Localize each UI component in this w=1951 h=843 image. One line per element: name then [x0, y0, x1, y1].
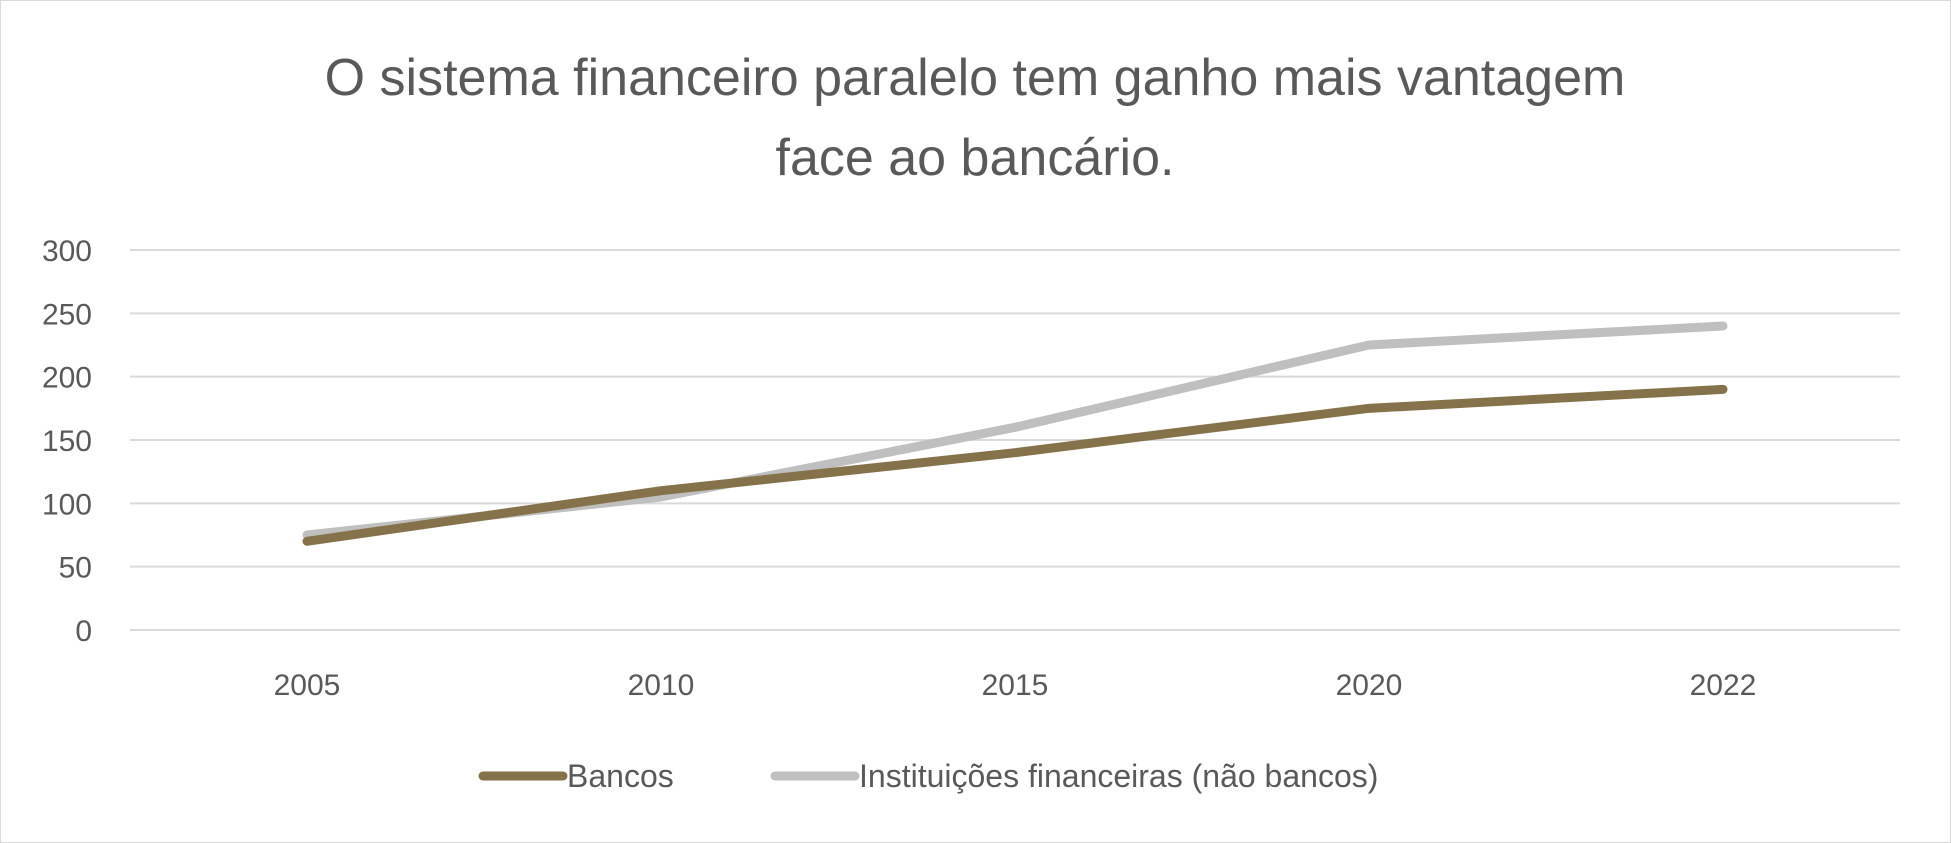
- x-tick-label: 2015: [982, 669, 1049, 702]
- y-axis-ticks: 0 50 100 150 200 250 300: [42, 235, 92, 648]
- x-tick-label: 2010: [628, 669, 695, 702]
- y-tick-label: 100: [42, 488, 92, 521]
- legend-label-0: Bancos: [567, 758, 674, 794]
- x-tick-label: 2022: [1690, 669, 1757, 702]
- chart-title-line-1: O sistema financeiro paralelo tem ganho …: [325, 49, 1626, 107]
- x-tick-label: 2005: [274, 669, 341, 702]
- chart-title-line-2: face ao bancário.: [776, 129, 1175, 187]
- y-tick-label: 300: [42, 235, 92, 268]
- x-axis-ticks: 2005 2010 2015 2020 2022: [274, 669, 1757, 702]
- legend-label-1: Instituições financeiras (não bancos): [859, 758, 1378, 794]
- series-lines: [302, 321, 1728, 546]
- y-tick-label: 50: [59, 552, 92, 585]
- series-line-0: [302, 384, 1728, 546]
- gridlines: [130, 249, 1900, 631]
- legend: Bancos Instituições financeiras (não banc…: [478, 758, 1378, 794]
- y-tick-label: 200: [42, 362, 92, 395]
- x-tick-label: 2020: [1336, 669, 1403, 702]
- y-tick-label: 0: [75, 615, 92, 648]
- y-tick-label: 150: [42, 425, 92, 458]
- y-tick-label: 250: [42, 298, 92, 331]
